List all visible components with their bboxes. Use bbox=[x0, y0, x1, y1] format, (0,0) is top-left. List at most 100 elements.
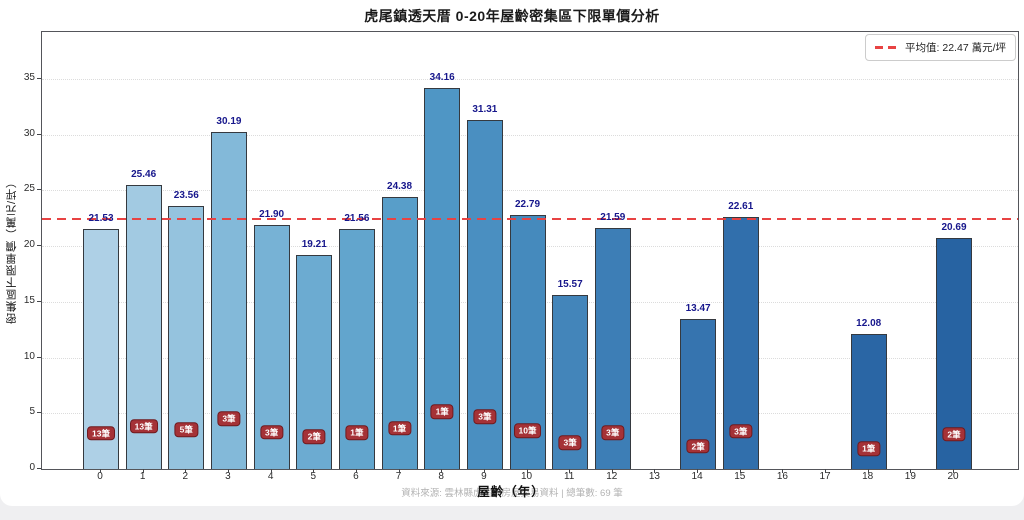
count-badge: 3筆 bbox=[601, 425, 625, 441]
x-tick-label: 14 bbox=[691, 471, 703, 482]
count-badge: 1筆 bbox=[387, 420, 412, 436]
bar-value-label: 22.79 bbox=[514, 198, 541, 210]
x-tick-mark bbox=[355, 469, 357, 473]
x-tick-mark bbox=[483, 469, 485, 473]
x-tick-mark bbox=[825, 469, 827, 473]
x-tick-mark bbox=[867, 469, 869, 473]
x-tick-mark bbox=[569, 469, 571, 473]
gridline bbox=[42, 190, 1018, 192]
x-tick-label: 1 bbox=[139, 471, 146, 482]
y-tick-mark bbox=[37, 245, 41, 247]
bar-value-label: 22.61 bbox=[728, 200, 754, 212]
x-axis-label: 屋齡（年） bbox=[477, 485, 545, 499]
x-tick-mark bbox=[100, 469, 101, 473]
count-badge: 13筆 bbox=[129, 419, 158, 434]
plot-area: 21.53 13筆 25.46 13筆 23.56 5筆 30.19 3筆 21.90 3筆 19.… bbox=[41, 31, 1019, 470]
legend: 平均值: 22.47 萬元/坪 bbox=[865, 34, 1016, 61]
y-tick-mark bbox=[37, 77, 41, 79]
y-tick-label: 5 bbox=[29, 406, 35, 418]
x-tick-label: 6 bbox=[353, 471, 359, 482]
x-tick-mark bbox=[526, 469, 528, 473]
bar-value-label: 24.38 bbox=[387, 181, 413, 193]
x-tick-label: 2 bbox=[182, 471, 189, 482]
x-tick-mark bbox=[398, 469, 400, 473]
y-tick-label: 15 bbox=[23, 294, 35, 306]
bar-value-label: 34.16 bbox=[429, 72, 455, 84]
bar-value-label: 21.53 bbox=[88, 212, 114, 224]
count-badge: 3筆 bbox=[473, 409, 497, 424]
mean-line-legend-icon bbox=[875, 46, 898, 49]
x-tick-mark bbox=[270, 469, 272, 473]
count-badge: 10筆 bbox=[513, 423, 542, 439]
x-tick-mark bbox=[142, 469, 144, 473]
bar-value-label: 12.08 bbox=[856, 318, 882, 330]
count-badge: 1筆 bbox=[345, 425, 369, 441]
y-tick-mark bbox=[37, 356, 41, 358]
x-tick-mark bbox=[782, 469, 784, 473]
x-tick-label: 19 bbox=[904, 471, 916, 482]
x-tick-mark bbox=[185, 469, 187, 473]
x-tick-label: 15 bbox=[734, 471, 746, 482]
x-tick-label: 5 bbox=[310, 471, 317, 482]
chart-figure: 虎尾鎮透天厝 0-20年屋齡密集區下限單價分析 平均值: 22.47 萬元/坪 … bbox=[0, 0, 1024, 506]
gridline bbox=[42, 134, 1018, 136]
x-tick-label: 7 bbox=[395, 471, 402, 482]
x-tick-mark bbox=[313, 469, 315, 473]
y-tick-label: 35 bbox=[23, 71, 35, 83]
bar-value-label: 15.57 bbox=[557, 279, 583, 291]
data-source-note: 資料來源: 雲林縣虎尾鎮房屋交易資料 | 總筆數: 69 筆 bbox=[401, 488, 623, 499]
y-tick-mark bbox=[37, 133, 41, 135]
x-tick-label: 4 bbox=[267, 471, 274, 482]
x-tick-mark bbox=[953, 469, 954, 473]
x-tick-label: 11 bbox=[563, 471, 575, 482]
count-badge: 5筆 bbox=[174, 422, 198, 437]
y-tick-label: 0 bbox=[29, 462, 35, 473]
gridline bbox=[42, 78, 1018, 80]
x-tick-label: 9 bbox=[481, 471, 487, 482]
count-badge: 2筆 bbox=[942, 427, 966, 442]
bar-value-label: 20.69 bbox=[941, 222, 967, 234]
bar-value-label: 19.21 bbox=[301, 238, 327, 250]
mean-value-line bbox=[42, 217, 1018, 220]
legend-label: 平均值: 22.47 萬元/坪 bbox=[905, 42, 1006, 54]
x-tick-mark bbox=[697, 469, 699, 473]
count-badge: 2筆 bbox=[686, 439, 710, 454]
x-tick-label: 12 bbox=[606, 471, 618, 482]
y-tick-label: 25 bbox=[23, 183, 35, 195]
x-tick-label: 13 bbox=[648, 471, 660, 482]
x-tick-mark bbox=[441, 469, 443, 473]
bar-value-label: 23.56 bbox=[173, 190, 199, 202]
y-tick-label: 20 bbox=[23, 239, 35, 251]
y-tick-label: 30 bbox=[23, 127, 35, 139]
y-tick-mark bbox=[37, 412, 41, 414]
count-badge: 3筆 bbox=[729, 423, 753, 439]
count-badge: 2筆 bbox=[302, 429, 326, 445]
bar-value-label: 30.19 bbox=[216, 116, 242, 128]
x-tick-label: 3 bbox=[225, 471, 231, 482]
x-tick-label: 20 bbox=[947, 471, 959, 482]
x-tick-mark bbox=[654, 469, 656, 473]
bar-value-label: 21.90 bbox=[259, 208, 285, 220]
bar-value-label: 21.56 bbox=[344, 212, 370, 224]
bar-value-label: 31.31 bbox=[472, 103, 498, 115]
chart-title: 虎尾鎮透天厝 0-20年屋齡密集區下限單價分析 bbox=[364, 8, 660, 24]
bar bbox=[936, 238, 972, 469]
count-badge: 3筆 bbox=[217, 411, 241, 426]
x-tick-label: 0 bbox=[97, 471, 103, 482]
x-tick-label: 8 bbox=[438, 471, 444, 482]
y-tick-mark bbox=[37, 300, 41, 302]
y-tick-mark bbox=[37, 189, 41, 191]
x-tick-label: 17 bbox=[819, 471, 831, 482]
bar-value-label: 25.46 bbox=[131, 169, 157, 181]
count-badge: 13筆 bbox=[87, 425, 115, 441]
x-tick-label: 10 bbox=[520, 471, 533, 482]
x-tick-mark bbox=[910, 469, 912, 473]
x-tick-mark bbox=[739, 469, 741, 473]
x-tick-mark bbox=[227, 469, 229, 473]
x-tick-label: 18 bbox=[862, 471, 874, 482]
x-tick-mark bbox=[611, 469, 613, 473]
count-badge: 1筆 bbox=[430, 404, 454, 420]
bar-value-label: 13.47 bbox=[685, 302, 711, 314]
count-badge: 1筆 bbox=[857, 441, 881, 457]
y-tick-mark bbox=[37, 468, 41, 469]
